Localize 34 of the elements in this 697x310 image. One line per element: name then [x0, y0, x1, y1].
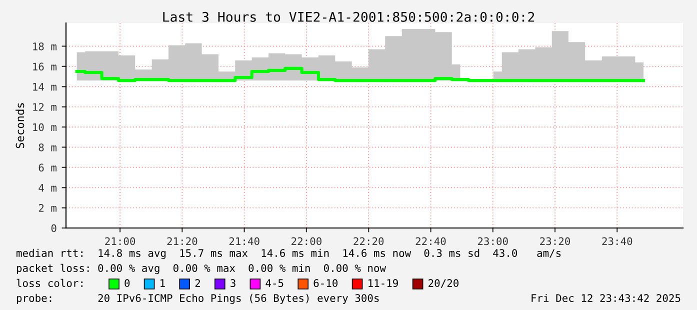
y-tick-label: 6 m	[38, 164, 56, 172]
y-tick-label: 2 m	[38, 204, 56, 212]
text: 1	[160, 279, 165, 287]
y-tick-label: 8 m	[38, 143, 56, 152]
text: 2	[195, 279, 200, 287]
x-tick-label: 21:20	[167, 237, 198, 246]
x-tick-label: 23:20	[540, 237, 570, 246]
y-tick-label: 14 m	[33, 83, 56, 91]
y-tick-label: 16 m	[33, 62, 56, 71]
y-tick-label: 18 m	[33, 42, 56, 50]
text: loss color:	[16, 278, 82, 288]
text: 20/20	[428, 279, 458, 288]
x-tick-label: 22:00	[292, 237, 322, 246]
y-tick-label: 0	[51, 224, 56, 232]
x-tick-label: 23:00	[478, 237, 508, 246]
text: median rtt: 14.8 ms avg 15.7 ms max 14.6 ms min 14.6 ms now 0.3 ms sd 43.0 am/s	[16, 248, 561, 260]
chart-title: Last 3 Hours to VIE2-A1-2001:850:500:2a:0:0:0:2	[163, 12, 534, 22]
text: probe: 20 IPv6-ICMP Echo Pings (56 Bytes) every 300s	[16, 294, 379, 304]
y-axis-title: Seconds	[16, 103, 24, 148]
text: 11-19	[368, 279, 398, 288]
x-tick-label: 21:00	[105, 237, 136, 246]
x-tick-label: 22:20	[354, 237, 384, 246]
text: Fri Dec 12 23:43:42 2025	[532, 294, 680, 302]
y-tick-label: 4 m	[38, 184, 56, 192]
x-tick-label: 22:40	[416, 237, 446, 246]
text: 3	[230, 279, 236, 288]
text: packet loss: 0.00 % avg 0.00 % max 0.00 % min 0.00 % now	[16, 264, 386, 274]
text: 0	[124, 279, 130, 288]
y-tick-label: 12 m	[33, 103, 56, 111]
text: 6-10	[314, 279, 338, 288]
text: 4-5	[266, 279, 284, 288]
y-tick-label: 10 m	[33, 123, 56, 132]
x-tick-label: 21:40	[229, 237, 260, 246]
x-tick-label: 23:40	[602, 237, 632, 246]
